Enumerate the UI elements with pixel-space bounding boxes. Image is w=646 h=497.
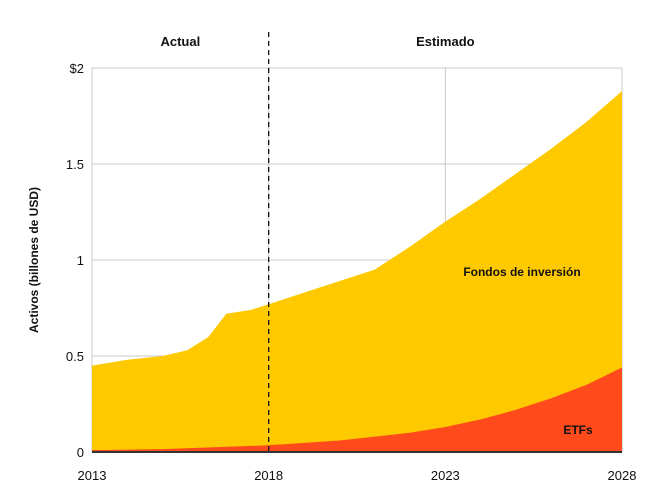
- x-tick-label: 2013: [78, 468, 107, 483]
- y-tick-label: 0: [77, 445, 84, 460]
- area-etfs: [92, 367, 622, 452]
- y-tick-label: 0.5: [66, 349, 84, 364]
- region-label-estimated: Estimado: [416, 34, 475, 49]
- series-label-fondos: Fondos de inversión: [463, 265, 580, 279]
- region-label-actual: Actual: [160, 34, 200, 49]
- series-label-etfs: ETFs: [563, 423, 593, 437]
- area-fondos-de-inversion: [92, 91, 622, 452]
- y-tick-label: 1.5: [66, 157, 84, 172]
- y-axis-label: Activos (billones de USD): [27, 187, 41, 333]
- x-tick-label: 2028: [608, 468, 637, 483]
- x-tick-label: 2018: [254, 468, 283, 483]
- x-tick-label: 2023: [431, 468, 460, 483]
- y-tick-label: $2: [70, 61, 84, 76]
- y-tick-label: 1: [77, 253, 84, 268]
